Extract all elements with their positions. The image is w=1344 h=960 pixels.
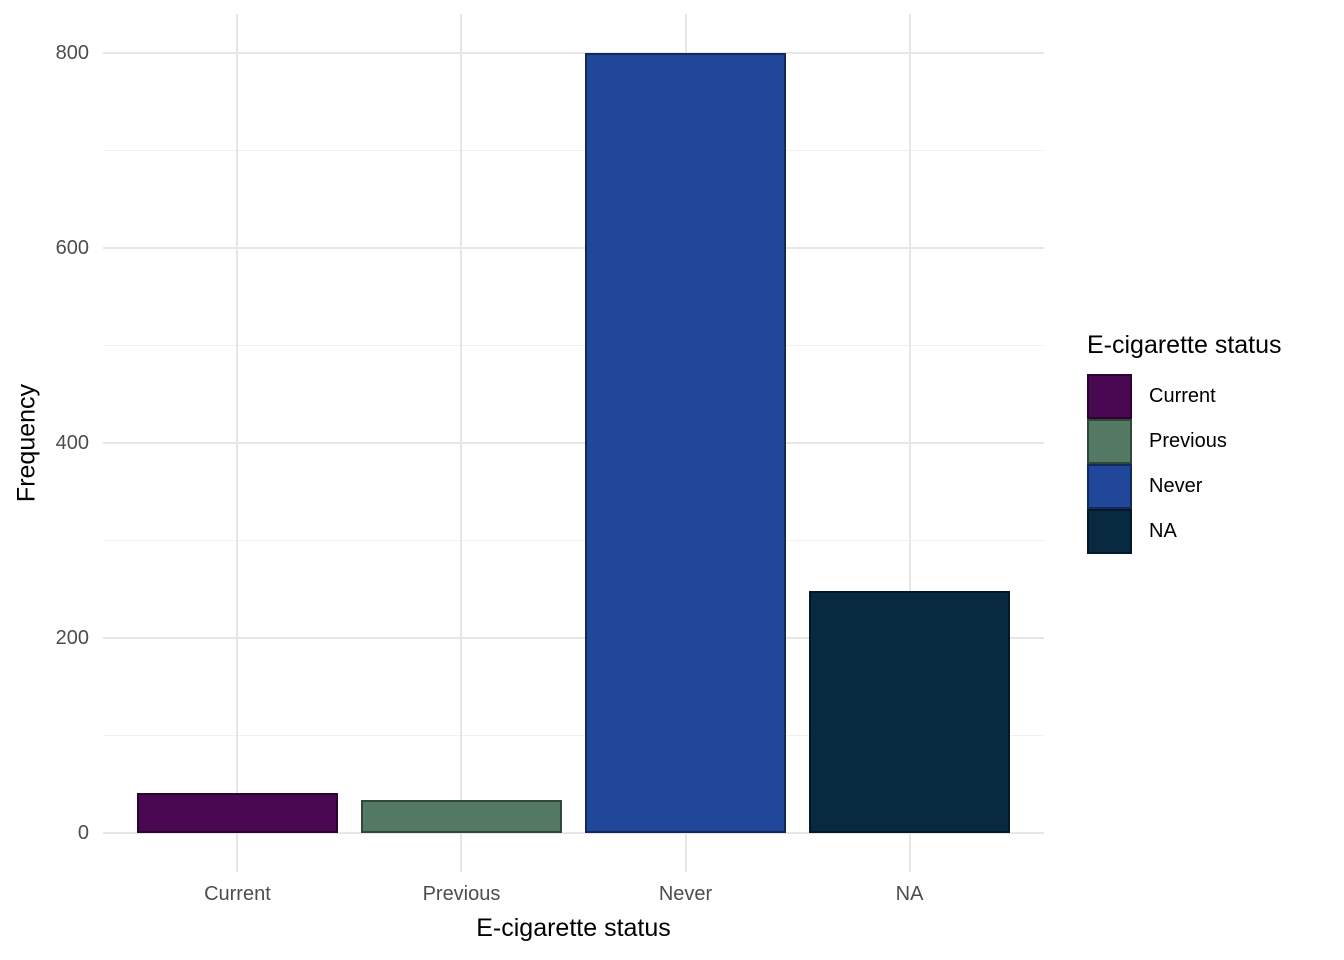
x-tick-label: NA bbox=[895, 883, 924, 905]
legend-label: Never bbox=[1149, 475, 1203, 497]
gridline-major-y bbox=[103, 637, 1044, 639]
gridline-major-x bbox=[460, 14, 463, 872]
y-tick-label: 400 bbox=[55, 432, 89, 454]
gridline-minor-y bbox=[103, 540, 1044, 541]
gridline-minor-y bbox=[103, 345, 1044, 346]
x-tick-label: Previous bbox=[422, 883, 501, 905]
y-tick-label: 200 bbox=[55, 627, 89, 649]
legend-label: Previous bbox=[1149, 430, 1227, 452]
y-tick-label: 0 bbox=[77, 822, 89, 844]
y-tick-label: 800 bbox=[55, 42, 89, 64]
bar-na bbox=[808, 591, 1011, 833]
legend-entries: Current Previous Never NA bbox=[1087, 374, 1282, 554]
legend-item: Never bbox=[1087, 464, 1282, 509]
legend-item: Current bbox=[1087, 374, 1282, 419]
x-tick-label: Never bbox=[658, 883, 713, 905]
legend-title: E-cigarette status bbox=[1087, 331, 1282, 359]
legend-key-previous bbox=[1087, 419, 1132, 464]
gridline-major-y bbox=[103, 52, 1044, 54]
gridline-major-y bbox=[103, 832, 1044, 834]
x-tick-label: Current bbox=[204, 883, 271, 905]
gridline-minor-y bbox=[103, 150, 1044, 151]
legend-item: NA bbox=[1087, 509, 1282, 554]
x-axis-title: E-cigarette status bbox=[476, 914, 671, 942]
gridline-major-y bbox=[103, 442, 1044, 444]
plot-panel bbox=[103, 14, 1044, 872]
gridline-minor-y bbox=[103, 735, 1044, 736]
bar-previous bbox=[360, 799, 563, 833]
gridline-major-x bbox=[908, 14, 911, 872]
legend-key-current bbox=[1087, 374, 1132, 419]
legend: E-cigarette status Current Previous Never N… bbox=[1087, 331, 1282, 554]
bar-never bbox=[584, 53, 787, 833]
y-tick-label: 600 bbox=[55, 237, 89, 259]
bar-current bbox=[136, 793, 339, 833]
legend-key-na bbox=[1087, 509, 1132, 554]
legend-label: NA bbox=[1149, 520, 1177, 542]
legend-item: Previous bbox=[1087, 419, 1282, 464]
legend-label: Current bbox=[1149, 385, 1216, 407]
y-axis-title: Frequency bbox=[12, 383, 41, 503]
legend-key-never bbox=[1087, 464, 1132, 509]
gridline-major-x bbox=[236, 14, 239, 872]
gridline-major-y bbox=[103, 247, 1044, 249]
